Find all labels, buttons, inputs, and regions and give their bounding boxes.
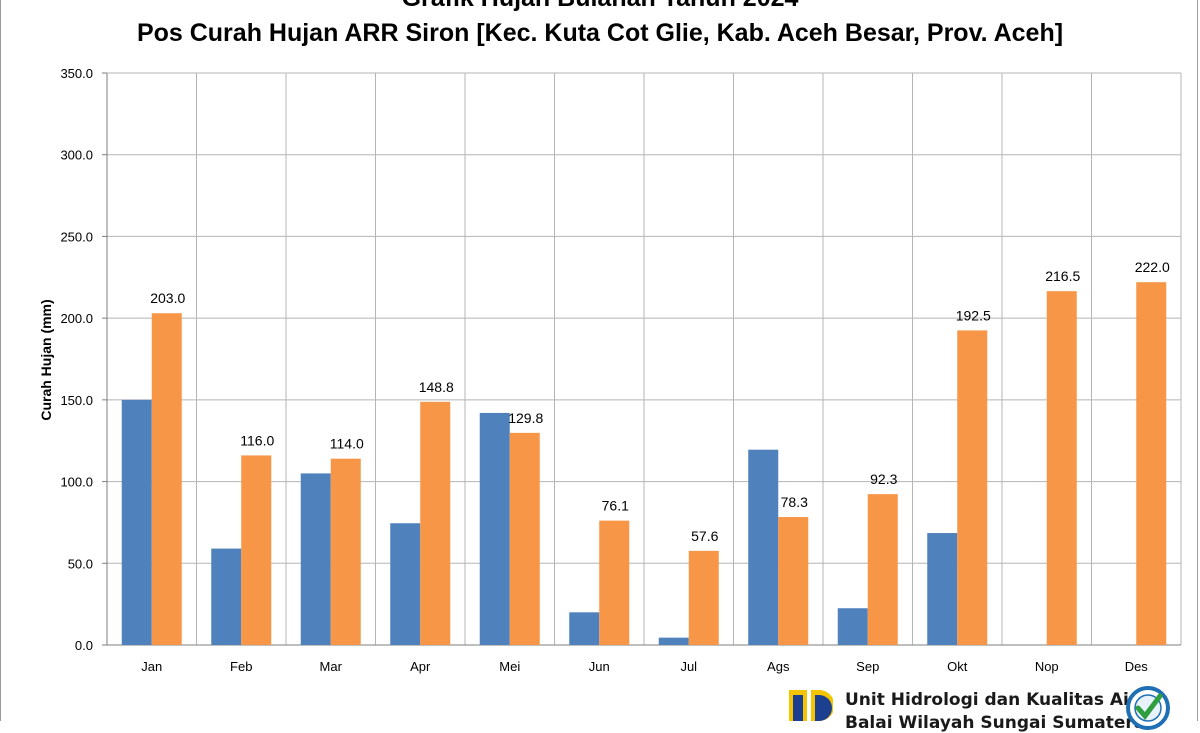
bar-blue-sep: [837, 608, 868, 645]
y-tick-label: 0.0: [75, 638, 93, 653]
bar-orange-jan: [151, 313, 182, 645]
x-tick-label: Jul: [680, 659, 697, 674]
x-tick-label: Sep: [856, 659, 879, 674]
x-tick-label: Apr: [410, 659, 431, 674]
bar-blue-jan: [121, 399, 152, 645]
bar-blue-ags: [748, 449, 779, 645]
x-axis-ticks: Jan Feb Mar Apr Mei Jun Jul Ags Sep Okt Nop Des: [141, 659, 1148, 674]
chart-data-labels: 203.0 116.0 114.0 148.8 129.8 76.1 57.6 78.3 92.…: [150, 259, 1170, 544]
data-label-jul: 57.6: [691, 528, 718, 544]
y-tick-label: 50.0: [68, 556, 93, 571]
x-tick-label: Jun: [589, 659, 610, 674]
bar-orange-nop: [1046, 291, 1077, 645]
data-label-feb: 116.0: [240, 432, 274, 448]
data-label-mei: 129.8: [508, 410, 543, 426]
chart-subtitle: Pos Curah Hujan ARR Siron [Kec. Kuta Cot…: [136, 19, 1064, 47]
bar-blue-jun: [569, 612, 600, 645]
chart-grid: [102, 72, 1182, 646]
data-label-apr: 148.8: [419, 379, 454, 395]
bar-orange-mar: [330, 458, 361, 645]
x-tick-label: Okt: [947, 659, 968, 674]
x-tick-label: Jan: [141, 659, 162, 674]
bar-orange-sep: [867, 494, 898, 645]
pu-logo-icon: [789, 690, 833, 721]
bar-blue-jul: [658, 637, 689, 645]
footer-agency-name: Balai Wilayah Sungai Sumatera I: [845, 713, 1158, 733]
bar-blue-mei: [479, 412, 510, 645]
y-axis-ticks: 0.0 50.0 100.0 150.0 200.0 250.0 300.0 350.0: [60, 66, 93, 653]
y-tick-label: 100.0: [60, 475, 93, 490]
data-label-jun: 76.1: [602, 498, 629, 514]
bar-orange-ags: [778, 517, 809, 645]
y-tick-label: 300.0: [60, 148, 93, 163]
bar-orange-jun: [599, 520, 630, 645]
bar-blue-apr: [390, 523, 421, 645]
x-tick-label: Feb: [230, 659, 252, 674]
data-label-ags: 78.3: [781, 494, 808, 510]
bar-orange-feb: [241, 455, 272, 645]
data-label-sep: 92.3: [870, 471, 897, 487]
data-label-nop: 216.5: [1045, 268, 1080, 284]
bar-orange-okt: [957, 330, 988, 645]
data-label-okt: 192.5: [956, 307, 991, 323]
y-tick-label: 350.0: [60, 66, 93, 81]
data-label-mar: 114.0: [330, 436, 364, 452]
iso-certification-badge-icon: [1126, 686, 1170, 730]
bar-orange-jul: [688, 550, 719, 645]
chart-bars: [121, 282, 1167, 645]
y-axis-label: Curah Hujan (mm): [38, 299, 54, 420]
bar-orange-mei: [509, 432, 540, 645]
y-tick-label: 150.0: [60, 393, 93, 408]
x-tick-label: Nop: [1035, 659, 1059, 674]
bar-orange-des: [1136, 282, 1167, 645]
data-label-jan: 203.0: [150, 290, 185, 306]
bar-orange-apr: [420, 401, 451, 645]
x-tick-label: Des: [1125, 659, 1149, 674]
chart-title: Grafik Hujan Bulanan Tahun 2024: [0, 0, 1200, 13]
footer-unit-name: Unit Hidrologi dan Kualitas Air: [845, 690, 1138, 710]
data-label-des: 222.0: [1135, 259, 1170, 275]
x-tick-label: Mar: [320, 659, 343, 674]
y-tick-label: 200.0: [60, 311, 93, 326]
y-tick-label: 250.0: [60, 229, 93, 244]
x-tick-label: Ags: [767, 659, 790, 674]
x-tick-label: Mei: [499, 659, 520, 674]
bar-blue-mar: [300, 473, 331, 645]
bar-blue-okt: [927, 533, 958, 645]
bar-blue-feb: [211, 548, 242, 645]
